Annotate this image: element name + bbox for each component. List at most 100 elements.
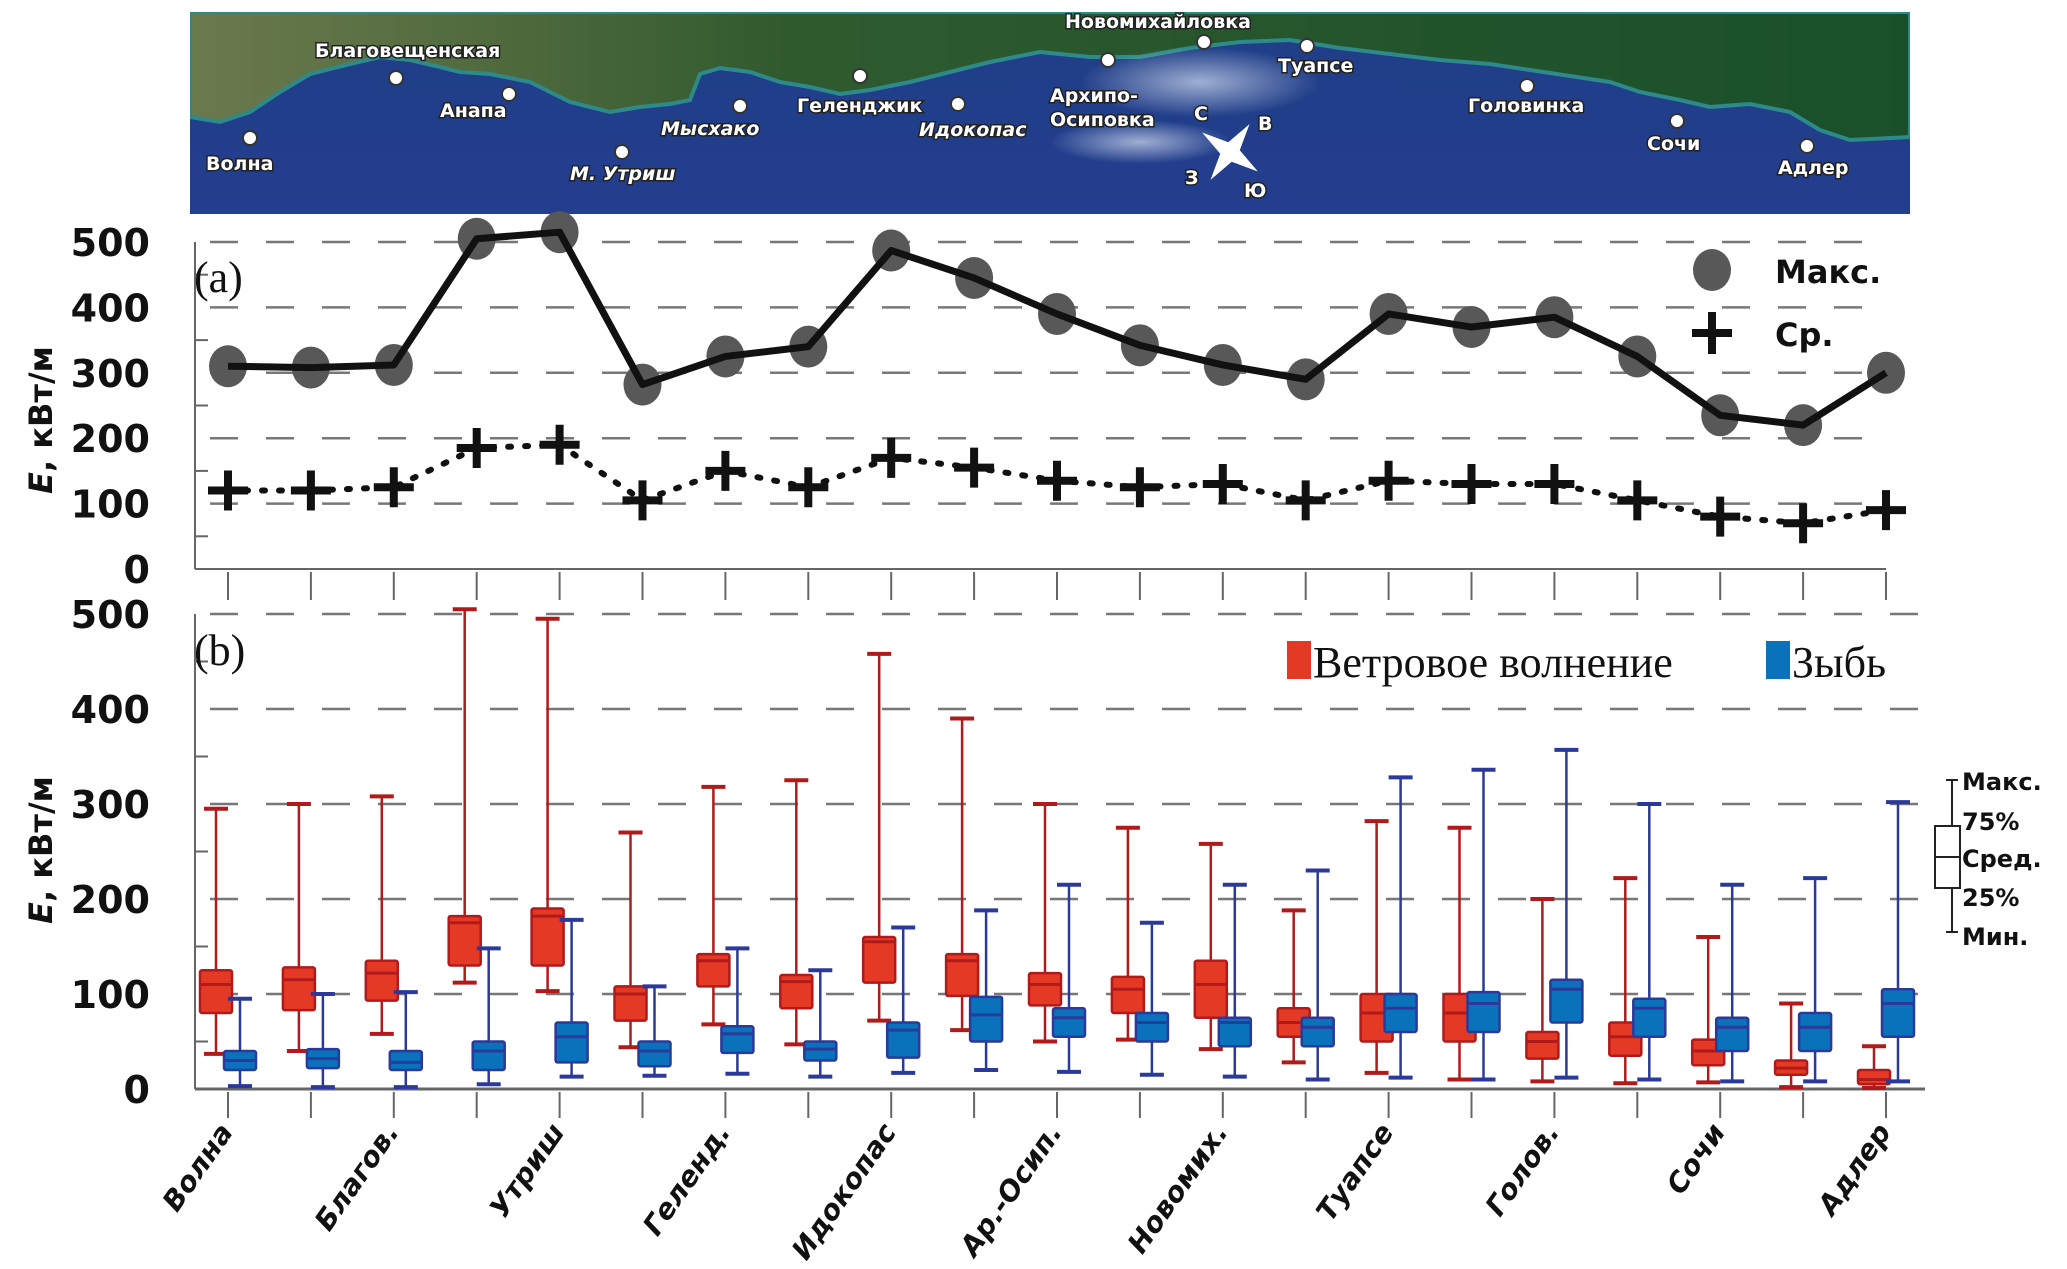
map-label: Геленджик [797, 95, 922, 117]
y-tick-label: 0 [124, 548, 150, 592]
location-marker-icon [388, 70, 404, 86]
box [885, 1021, 921, 1059]
mean-point [622, 480, 663, 521]
box-legend-max: Макс. [1962, 768, 2042, 796]
legend-max-label: Макс. [1775, 253, 1881, 291]
mean-point [1617, 480, 1658, 521]
box [1632, 997, 1667, 1038]
compass-w: З [1185, 167, 1199, 189]
x-category-label: Геленд. [636, 1117, 737, 1242]
box [968, 995, 1004, 1043]
panel-label-b: (b) [194, 626, 245, 675]
y-tick-label: 0 [124, 1068, 150, 1112]
y-tick-label: 400 [71, 688, 150, 732]
legend-b: Ветровое волнение Зыбь [1287, 638, 1886, 687]
compass-star-icon [1202, 124, 1258, 180]
y-tick-label: 400 [71, 286, 150, 330]
mean-point [788, 467, 829, 508]
y-tick-label: 300 [71, 783, 150, 827]
box-legend: Макс. 75% Сред. 25% Мин. [1934, 768, 2042, 951]
box [637, 1040, 672, 1068]
x-category-label: Новомих. [1121, 1117, 1235, 1259]
box [613, 985, 648, 1022]
box [696, 952, 731, 988]
location-marker-icon [501, 86, 517, 102]
box [1714, 1016, 1750, 1053]
x-category-label: Идокопас [785, 1117, 903, 1266]
mean-point [871, 437, 912, 478]
box [1383, 992, 1418, 1034]
mean-point [1783, 503, 1824, 544]
mean-point [705, 450, 746, 491]
legend-mean-marker [1692, 312, 1732, 354]
mean-point [1866, 490, 1906, 531]
map-label: Новомихайловка [1065, 12, 1251, 33]
location-marker-icon [1669, 113, 1685, 129]
box [447, 914, 482, 967]
box [1051, 1007, 1087, 1038]
legend-a: Макс. Ср. [1692, 249, 1881, 354]
box [388, 1049, 424, 1072]
mean-point [1037, 460, 1077, 501]
y-label-italic: E [22, 472, 60, 494]
x-category-label: Сочи [1660, 1117, 1732, 1200]
mean-point [456, 428, 497, 469]
box [1300, 1016, 1335, 1048]
location-marker-icon [1519, 78, 1535, 94]
mean-point [1202, 463, 1243, 504]
box [198, 969, 234, 1015]
box [1027, 971, 1063, 1007]
box [1856, 1068, 1892, 1086]
legend-wind-swatch [1287, 641, 1311, 679]
box [1217, 1016, 1253, 1048]
land [190, 12, 1910, 143]
box [779, 973, 814, 1010]
box [530, 907, 565, 967]
box-legend-mean: Сред. [1962, 845, 2042, 873]
box [1525, 1030, 1560, 1060]
x-category-label: Благов. [308, 1117, 406, 1237]
x-category-label: Волна [156, 1117, 240, 1217]
y-ticks-b: 0 100 200 300 400 500 [71, 593, 208, 1112]
map-svg: Волна Благовещенская Анапа М. Утриш Мысхако Г… [190, 12, 1910, 214]
legend-swell-swatch [1766, 641, 1790, 679]
mean-point [290, 470, 331, 511]
y-axis-label-a: E, кВт/м [22, 346, 60, 494]
box [1466, 990, 1501, 1034]
box [364, 959, 400, 1002]
location-marker-icon [1196, 34, 1212, 50]
map-label: Волна [206, 153, 273, 175]
box [861, 935, 897, 984]
map-label: Головинка [1468, 95, 1584, 117]
compass-s: Ю [1244, 180, 1266, 202]
compass-n: С [1194, 103, 1208, 125]
box-legend-min: Мин. [1962, 923, 2028, 951]
y-tick-label: 500 [71, 593, 150, 637]
mean-point [1285, 480, 1326, 521]
coastline-satellite-map: Волна Благовещенская Анапа М. Утриш Мысхако Г… [190, 12, 1910, 214]
map-label: Сочи [1647, 133, 1700, 155]
x-category-label: Утриш [483, 1117, 572, 1224]
box [1880, 988, 1916, 1038]
y-ticks-a: 0 100 200 300 400 500 [71, 221, 208, 592]
x-ticks-a [227, 572, 1887, 600]
x-ticks-b: Волна Благов. Утриш Геленд. Идокопас Ар.-Осип… [156, 1092, 1898, 1266]
location-marker-icon [1100, 52, 1116, 68]
mean-point [1451, 463, 1492, 504]
map-markers: Волна Благовещенская Анапа М. Утриш Мысхако Г… [205, 12, 1850, 187]
panel-b: 0 100 200 300 400 500 Волна Благов. Утриш Геленд… [22, 593, 2042, 1266]
y-label-unit: , кВт/м [22, 346, 60, 472]
panel-label-a: (a) [194, 253, 243, 302]
location-marker-icon [1799, 138, 1815, 154]
y-tick-label: 200 [71, 417, 150, 461]
map-label: Мысхако [661, 118, 759, 140]
legend-swell-label: Зыбь [1792, 638, 1886, 687]
series-a [208, 211, 1906, 544]
location-marker-icon [852, 68, 868, 84]
compass-rose [1202, 124, 1258, 180]
cloud [1080, 47, 1320, 117]
mean-point [1700, 496, 1741, 537]
box [1797, 1011, 1833, 1053]
mean-point [373, 467, 414, 508]
map-label: Осиповка [1050, 109, 1155, 131]
